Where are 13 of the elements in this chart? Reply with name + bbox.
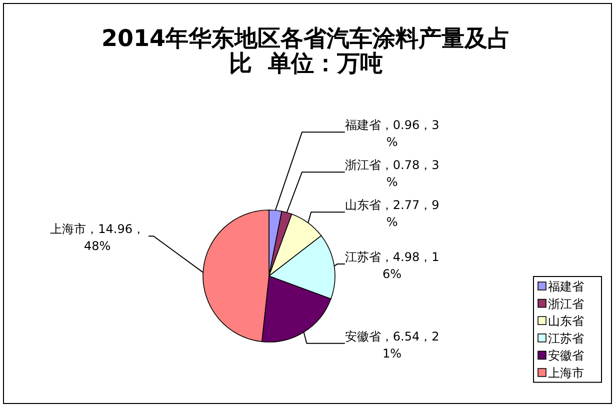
legend-label: 上海市 xyxy=(548,366,584,380)
legend-label: 浙江省 xyxy=(548,296,584,311)
data-label: 浙江省，0.78，3% xyxy=(344,158,440,190)
data-label: 安徽省，6.54，21% xyxy=(344,329,440,360)
data-label: 上海市，14.96，48% xyxy=(50,222,144,254)
data-label: 山东省，2.77，9% xyxy=(344,198,440,230)
legend-label: 山东省 xyxy=(548,314,584,328)
legend-label: 安徽省 xyxy=(548,348,584,363)
chart-title: 2014年华东地区各省汽车涂料产量及占比 单位：万吨 xyxy=(101,26,511,77)
legend-label: 福建省 xyxy=(548,280,584,294)
legend-label: 江苏省 xyxy=(548,331,584,346)
data-label: 江苏省，4.98，16% xyxy=(344,250,440,282)
data-label: 福建省，0.96，3% xyxy=(344,118,440,150)
